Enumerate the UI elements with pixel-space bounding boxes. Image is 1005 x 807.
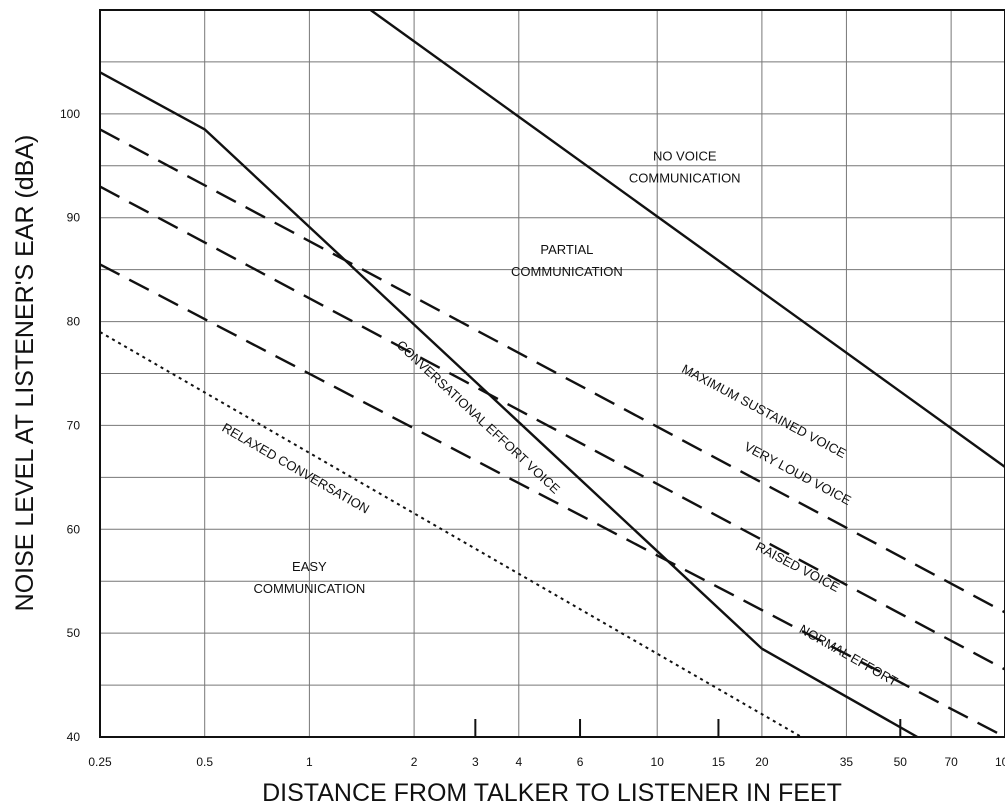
- series-line-0: [369, 9, 1005, 468]
- series-line-1: [99, 71, 918, 739]
- curve-label: CONVERSATIONAL EFFORT VOICE: [394, 337, 564, 497]
- y-tick-label: 50: [67, 626, 81, 640]
- y-tick-label: 40: [67, 730, 81, 744]
- series-line-4: [99, 263, 1005, 739]
- x-tick-label: 35: [840, 755, 854, 769]
- x-tick-label: 2: [411, 755, 418, 769]
- tick-labels: 0.25 0.5 1 2 3 4 6 10 15 20 35 50 70 100 40 50 60 70 80 90 1…: [60, 107, 1005, 769]
- y-tick-label: 60: [67, 522, 81, 536]
- annotations: NO VOICE COMMUNICATION PARTIAL COMMUNICATIO…: [220, 149, 901, 689]
- x-axis-title: DISTANCE FROM TALKER TO LISTENER IN FEET: [262, 779, 842, 807]
- region-label: NO VOICE: [653, 149, 717, 164]
- region-label: PARTIAL: [540, 242, 593, 257]
- y-tick-label: 80: [67, 315, 81, 329]
- x-tick-label: 1: [306, 755, 313, 769]
- series-line-5: [99, 331, 802, 738]
- region-label: COMMUNICATION: [254, 581, 366, 596]
- x-tick-label: 0.5: [196, 755, 213, 769]
- x-tick-label: 6: [577, 755, 584, 769]
- region-label: COMMUNICATION: [629, 171, 741, 186]
- x-tick-label: 3: [472, 755, 479, 769]
- plot-frame: [99, 9, 1005, 738]
- x-tick-label: 15: [712, 755, 726, 769]
- curve-label: RELAXED CONVERSATION: [220, 420, 372, 517]
- x-tick-label: 0.25: [88, 755, 112, 769]
- region-label: EASY: [292, 559, 327, 574]
- series-line-2: [99, 128, 1005, 614]
- y-tick-label: 90: [67, 211, 81, 225]
- x-tick-label: 70: [944, 755, 958, 769]
- series-lines: [99, 9, 1005, 739]
- grid: [99, 10, 1005, 737]
- curve-label: NORMAL EFFORT: [797, 621, 901, 689]
- x-tick-label: 4: [515, 755, 522, 769]
- region-label: COMMUNICATION: [511, 264, 623, 279]
- y-tick-label: 100: [60, 107, 80, 121]
- x-tick-label: 50: [894, 755, 908, 769]
- x-tick-label: 20: [755, 755, 769, 769]
- curve-label: RAISED VOICE: [753, 539, 842, 595]
- y-axis-title: NOISE LEVEL AT LISTENER'S EAR (dBA): [11, 135, 39, 612]
- x-tick-label: 100: [995, 755, 1005, 769]
- y-tick-label: 70: [67, 418, 81, 432]
- series-line-3: [99, 185, 1005, 671]
- x-tick-label: 10: [651, 755, 665, 769]
